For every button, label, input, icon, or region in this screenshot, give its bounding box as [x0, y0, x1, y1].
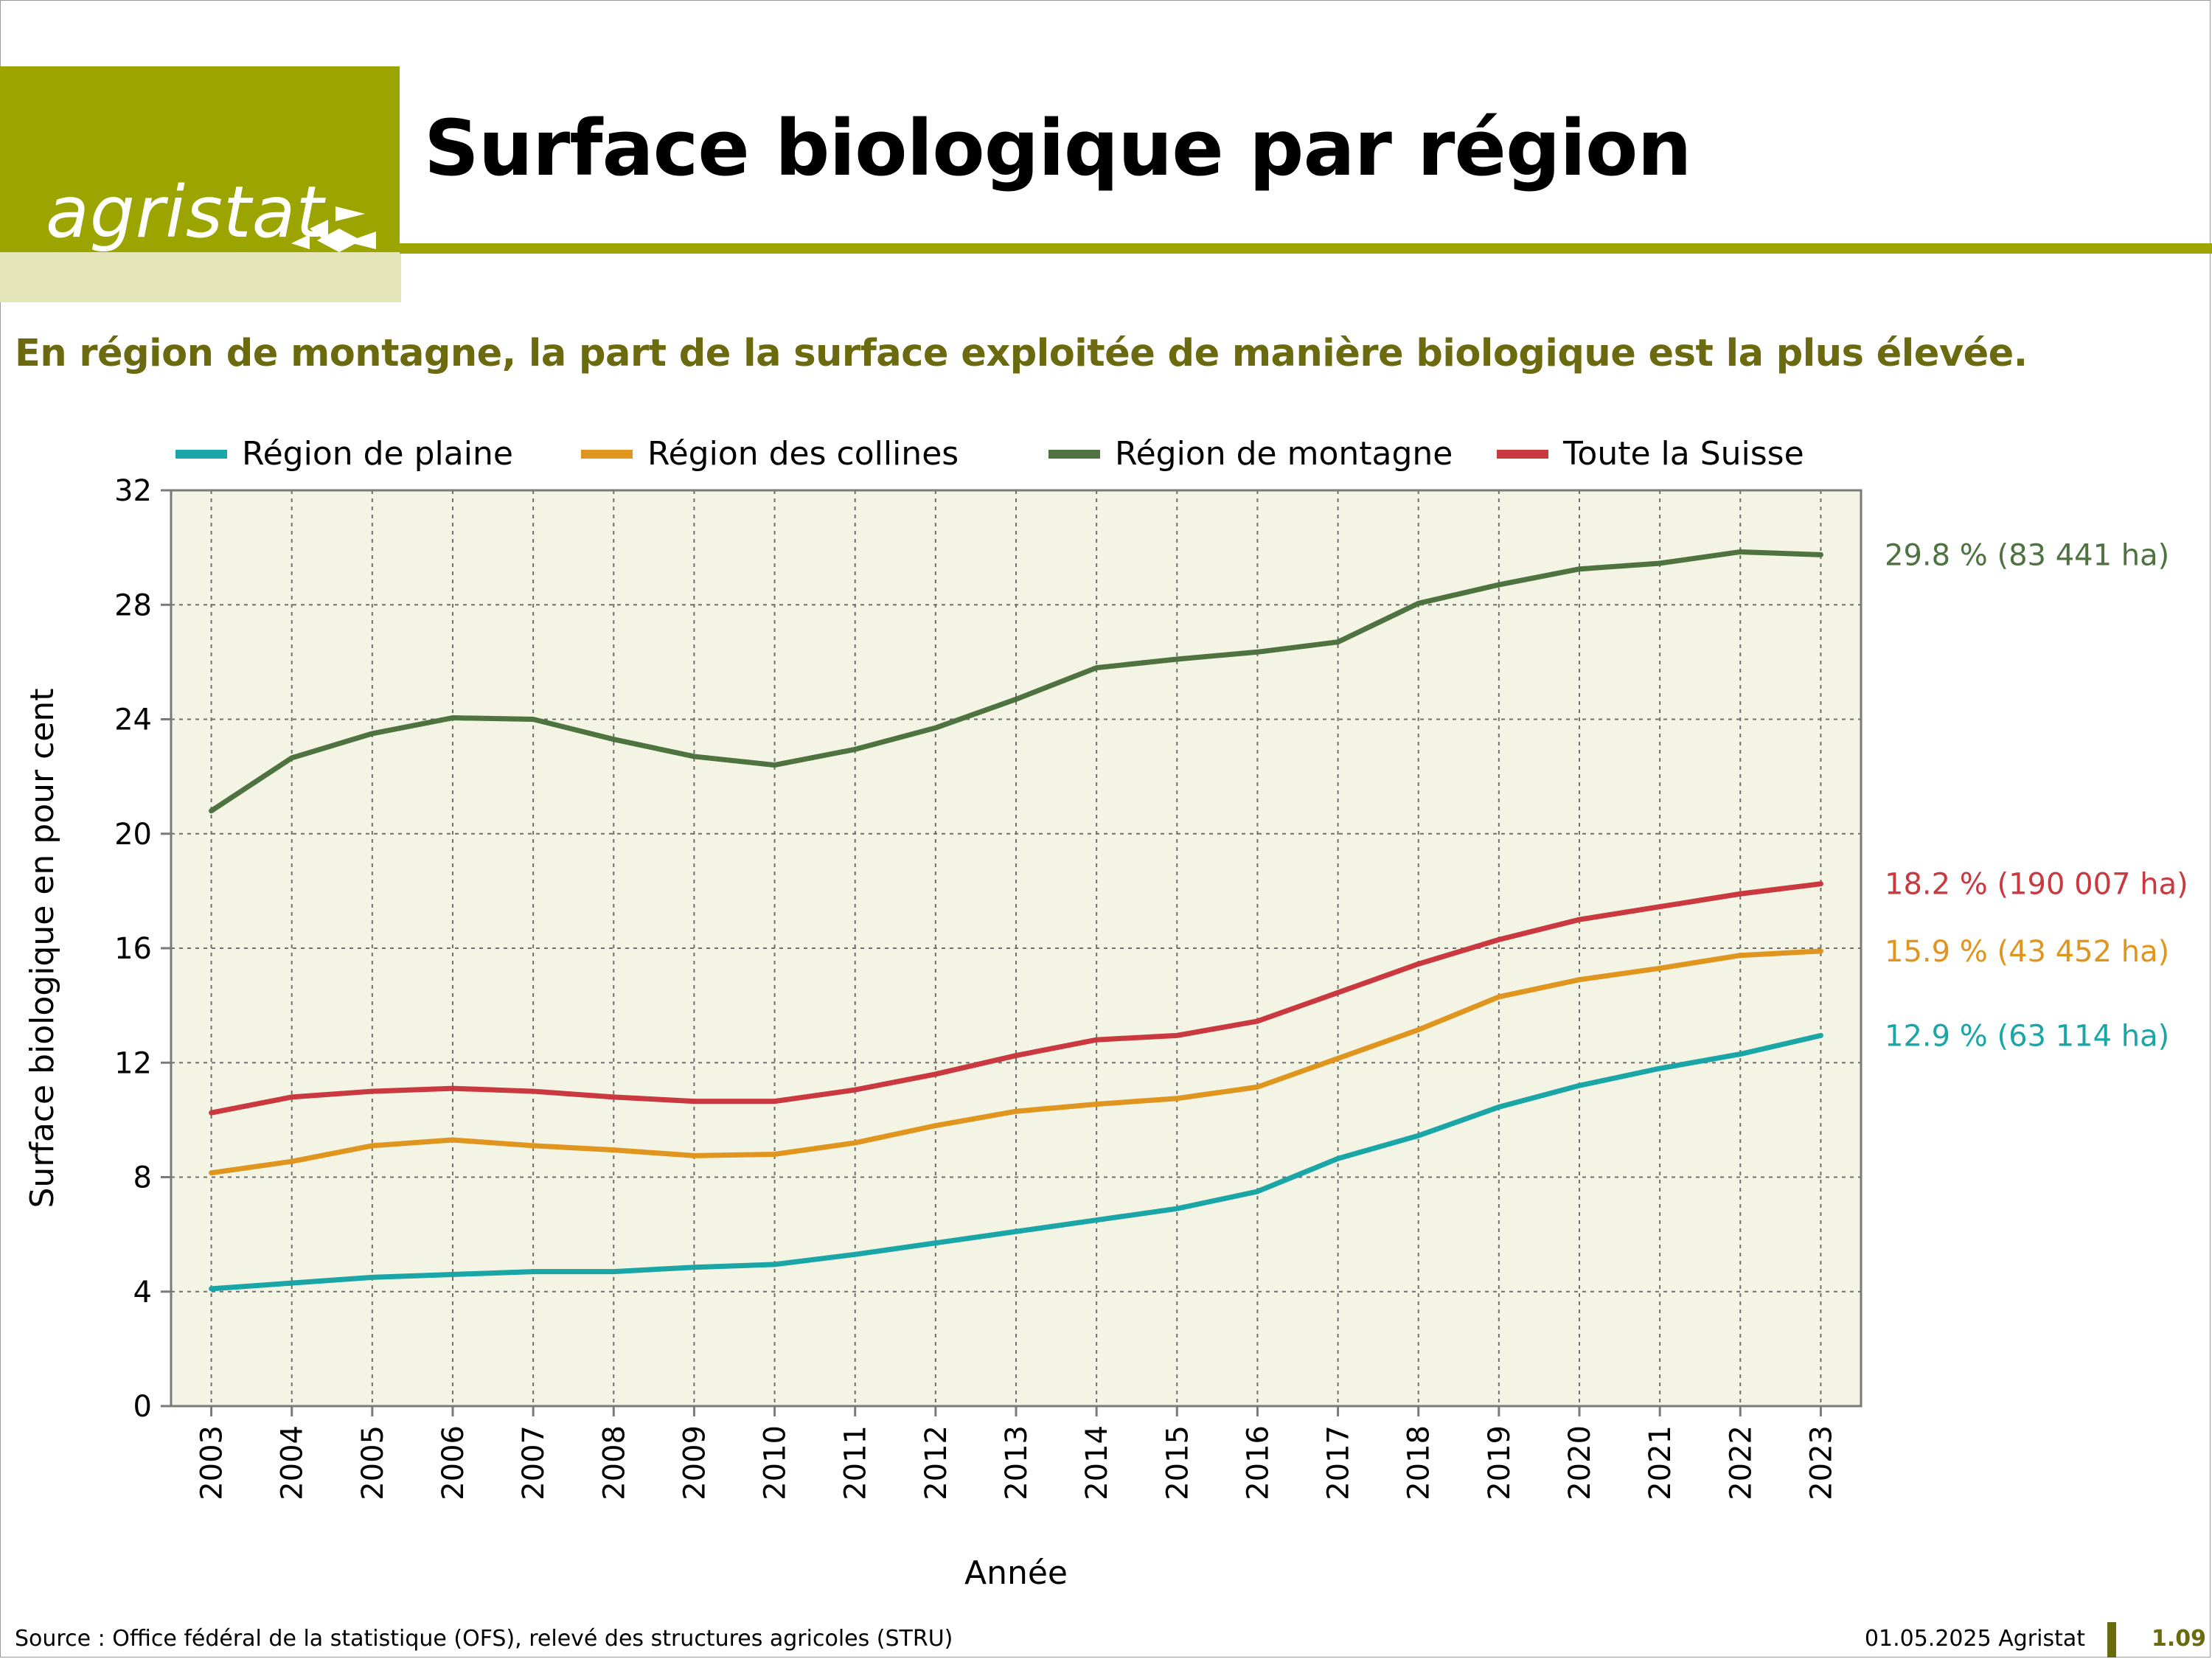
x-tick-label: 2013 — [1000, 1425, 1034, 1500]
logo-text: agristat — [46, 171, 325, 254]
x-tick-label: 2020 — [1563, 1425, 1597, 1500]
legend-label: Toute la Suisse — [1562, 435, 1804, 473]
logo-underlay — [0, 252, 401, 302]
footer-date: 01.05.2025 Agristat — [1864, 1626, 2085, 1652]
y-tick-label: 28 — [114, 588, 152, 622]
x-tick-label: 2016 — [1241, 1425, 1275, 1500]
x-tick-label: 2017 — [1322, 1425, 1356, 1500]
page-title: Surface biologique par région — [424, 103, 1692, 193]
x-tick-label: 2004 — [276, 1425, 310, 1500]
y-tick-label: 32 — [114, 474, 152, 508]
y-tick-label: 12 — [114, 1046, 152, 1080]
x-tick-label: 2008 — [597, 1425, 631, 1500]
series-end-label: 18.2 % (190 007 ha) — [1885, 868, 2188, 902]
x-tick-label: 2012 — [919, 1425, 953, 1500]
agristat-logo: agristat — [0, 66, 400, 254]
y-tick-label: 20 — [114, 818, 152, 852]
legend-label: Région de montagne — [1115, 435, 1453, 473]
y-tick-label: 8 — [133, 1161, 152, 1195]
page-subtitle: En région de montagne, la part de la sur… — [15, 332, 2028, 375]
x-tick-label: 2019 — [1483, 1425, 1517, 1500]
x-tick-label: 2010 — [759, 1425, 793, 1500]
page-number: 1.09 — [2152, 1626, 2207, 1652]
y-tick-label: 16 — [114, 932, 152, 966]
x-tick-label: 2005 — [356, 1425, 390, 1500]
series-line — [209, 549, 1823, 814]
x-tick-label: 2011 — [839, 1425, 873, 1500]
x-tick-label: 2023 — [1804, 1425, 1838, 1500]
y-axis-title: Surface biologique en pour cent — [24, 688, 61, 1208]
x-tick-label: 2009 — [678, 1425, 712, 1500]
series-line — [209, 948, 1823, 1176]
source-note: Source : Office fédéral de la statistiqu… — [15, 1626, 953, 1652]
y-tick-label: 4 — [133, 1276, 152, 1310]
logo-triangles-icon — [291, 206, 376, 252]
x-axis-title: Année — [964, 1554, 1068, 1592]
header-rule — [400, 243, 2212, 254]
footer-divider — [2107, 1622, 2116, 1658]
x-tick-label: 2015 — [1161, 1425, 1194, 1500]
legend-label: Région de plaine — [242, 435, 513, 473]
x-tick-label: 2006 — [437, 1425, 470, 1500]
y-tick-label: 0 — [133, 1390, 152, 1424]
x-tick-label: 2014 — [1080, 1425, 1114, 1500]
series-end-label: 12.9 % (63 114 ha) — [1885, 1019, 2169, 1053]
x-tick-label: 2022 — [1724, 1425, 1758, 1500]
y-tick-label: 24 — [114, 703, 152, 737]
series-end-label: 15.9 % (43 452 ha) — [1885, 935, 2169, 969]
legend-label: Région des collines — [647, 435, 959, 473]
x-tick-label: 2003 — [195, 1425, 229, 1500]
series-line — [209, 1032, 1823, 1292]
x-tick-label: 2021 — [1644, 1425, 1677, 1500]
x-tick-label: 2007 — [517, 1425, 551, 1500]
series-line — [209, 881, 1823, 1116]
x-tick-label: 2018 — [1402, 1425, 1436, 1500]
series-end-label: 29.8 % (83 441 ha) — [1885, 538, 2169, 572]
